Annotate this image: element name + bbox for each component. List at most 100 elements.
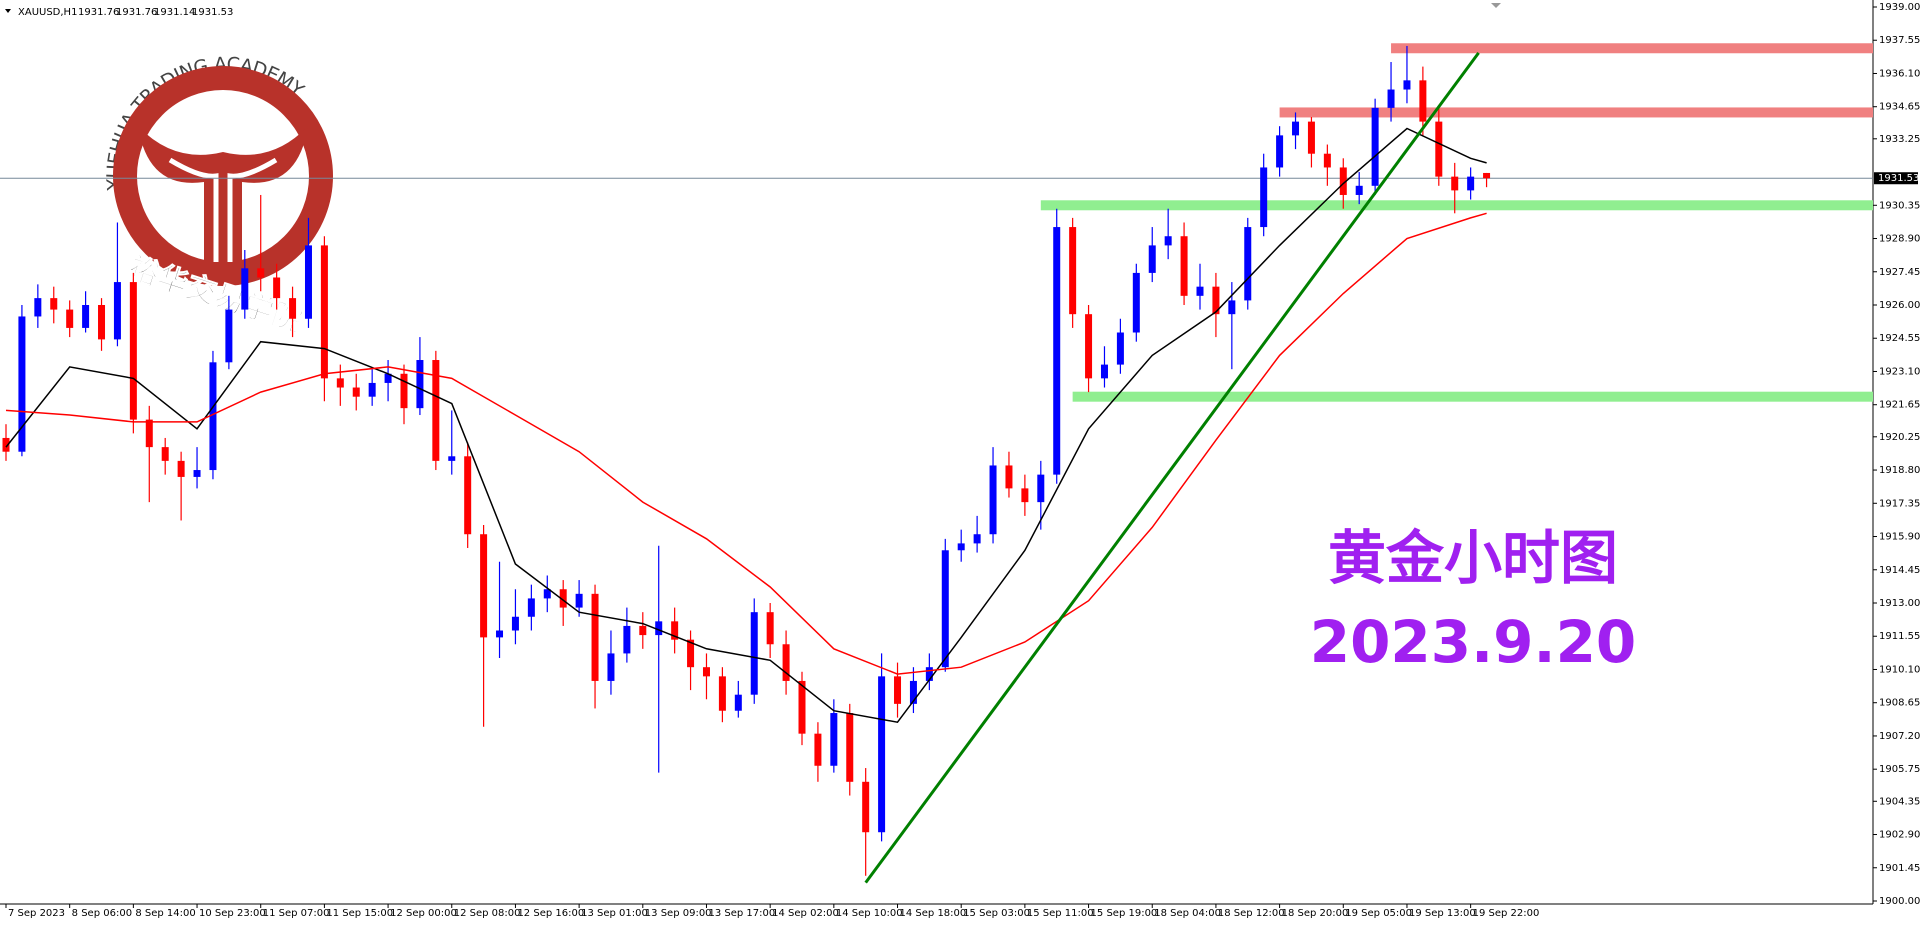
x-tick-label: 12 Sep 00:00: [390, 908, 457, 919]
chart-title: 黄金小时图: [1328, 524, 1618, 592]
chart-subtitle: 2023.9.20: [1310, 608, 1637, 676]
candle-body: [559, 589, 567, 608]
candle-body: [543, 589, 551, 599]
candle-body: [846, 713, 854, 782]
y-tick-label: 1923.10: [1879, 366, 1920, 377]
candle-body: [161, 447, 169, 461]
logo-mark-inner: [168, 157, 278, 262]
y-tick-label: 1926.00: [1879, 300, 1920, 311]
candle-body: [591, 593, 599, 681]
candle-body: [145, 419, 153, 448]
candle-body: [1148, 245, 1156, 273]
x-tick-label: 15 Sep 03:00: [963, 908, 1030, 919]
candle-body: [98, 305, 106, 340]
y-tick-label: 1913.00: [1879, 598, 1920, 609]
candle-body: [623, 625, 631, 654]
candle-body: [225, 309, 233, 363]
candle-body: [894, 676, 902, 704]
y-tick-label: 1914.45: [1879, 565, 1920, 576]
candle-body: [66, 309, 74, 328]
candle-body: [432, 360, 440, 461]
y-tick-label: 1927.45: [1879, 267, 1920, 278]
x-tick-label: 13 Sep 01:00: [581, 908, 648, 919]
candle-body: [1244, 227, 1252, 301]
candle-body: [1371, 107, 1379, 186]
candle-body: [639, 625, 647, 636]
candle-body: [782, 644, 790, 681]
candle-body: [448, 456, 456, 461]
levels: [1040, 43, 1873, 402]
candle-body: [973, 534, 981, 544]
candle-body: [400, 373, 408, 409]
level-zone: [1279, 107, 1873, 118]
candle-body: [352, 387, 360, 397]
candle-body: [1467, 176, 1475, 191]
candle-body: [575, 593, 583, 608]
candle-body: [336, 378, 344, 388]
level-zone: [1040, 200, 1873, 211]
candle-body: [82, 305, 90, 328]
candle-body: [766, 612, 774, 645]
x-tick-label: 18 Sep 20:00: [1282, 908, 1349, 919]
candle-body: [1100, 364, 1108, 379]
candle-body: [655, 621, 663, 636]
candle-body: [1196, 286, 1204, 296]
candle-body: [511, 616, 519, 631]
candle-body: [1403, 80, 1411, 90]
candle-body: [1132, 272, 1140, 333]
y-tick-label: 1939.00: [1879, 2, 1920, 13]
y-tick-label: 1901.45: [1879, 863, 1920, 874]
trendline: [864, 51, 1480, 884]
candle-body: [480, 534, 488, 638]
candle-body: [734, 694, 742, 711]
header-open: 1931.76: [78, 7, 119, 18]
candle-body: [941, 550, 949, 668]
candle-body: [320, 245, 328, 379]
y-tick-label: 1937.55: [1879, 35, 1920, 46]
x-tick-label: 14 Sep 18:00: [900, 908, 967, 919]
candle-body: [384, 373, 392, 383]
candle-body: [304, 245, 312, 319]
candle-body: [1180, 236, 1188, 296]
y-tick-label: 1933.25: [1879, 134, 1920, 145]
candle-body: [193, 470, 201, 477]
candle-body: [1483, 172, 1491, 179]
x-tick-label: 18 Sep 04:00: [1154, 908, 1221, 919]
y-tick-label: 1907.20: [1879, 731, 1920, 742]
candle-body: [129, 282, 137, 420]
candle-body: [1228, 300, 1236, 315]
y-tick-label: 1911.55: [1879, 631, 1920, 642]
candle-body: [1085, 314, 1093, 379]
x-tick-label: 8 Sep 06:00: [72, 908, 132, 919]
header-close: 1931.53: [192, 7, 233, 18]
level-zone: [1391, 43, 1873, 54]
candle-body: [1387, 89, 1395, 108]
candle-body: [750, 612, 758, 695]
y-tick-label: 1910.10: [1879, 664, 1920, 675]
candle-body: [1339, 167, 1347, 195]
moving-average: [5, 212, 1487, 675]
x-tick-label: 13 Sep 17:00: [708, 908, 775, 919]
logo-mark: [138, 126, 308, 262]
logo-ring: [113, 66, 333, 286]
candle-body: [1355, 185, 1363, 195]
x-tick-label: 12 Sep 08:00: [454, 908, 521, 919]
y-tick-label: 1936.10: [1879, 68, 1920, 79]
candle-body: [1419, 80, 1427, 122]
x-tick-label: 15 Sep 19:00: [1091, 908, 1158, 919]
candle-body: [718, 676, 726, 711]
candle-body: [1435, 121, 1443, 177]
candle-body: [464, 456, 472, 535]
y-tick-label: 1934.65: [1879, 102, 1920, 113]
candle-body: [862, 781, 870, 833]
price-label-box: [1874, 172, 1918, 185]
y-tick-label: 1915.90: [1879, 532, 1920, 543]
candle-body: [607, 653, 615, 681]
x-tick-label: 19 Sep 05:00: [1345, 908, 1412, 919]
y-tick-label: 1917.35: [1879, 498, 1920, 509]
candle-body: [241, 268, 249, 310]
candle-body: [34, 298, 42, 317]
header: XAUUSD,H1 1931.76 1931.76 1931.14 1931.5…: [5, 7, 233, 18]
x-tick-label: 12 Sep 16:00: [517, 908, 584, 919]
candle-body: [1260, 167, 1268, 228]
